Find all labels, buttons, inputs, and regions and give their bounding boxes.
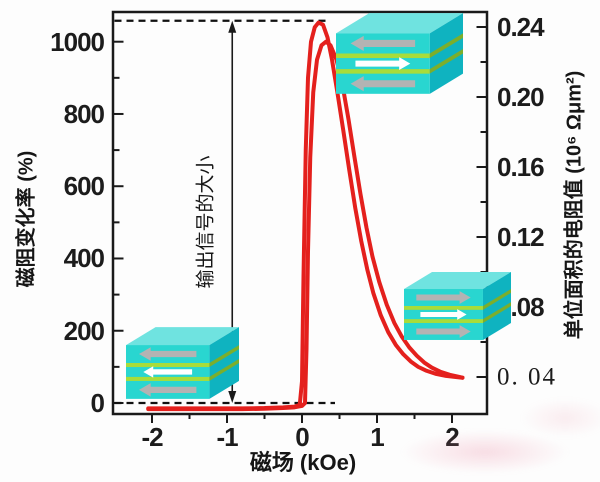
x-tick-label: -2	[141, 422, 163, 452]
box-spacer-stripe-side	[429, 33, 463, 59]
x-tick-label: -1	[216, 422, 238, 452]
magnetization-arrow-right	[355, 57, 411, 71]
magnetization-arrow-right	[416, 291, 471, 304]
y-axis-right-title: 单位面积的电阻值 (10⁶ Ωμm²)	[563, 70, 586, 340]
annotation-arrowhead-down	[228, 391, 237, 403]
box-spacer-stripe-side	[429, 48, 463, 74]
junction-diagram-antiparallel	[336, 13, 463, 94]
magnetization-arrow-left	[139, 347, 197, 361]
magnetization-arrow-left	[350, 35, 416, 51]
box-spacer-stripe-side	[482, 289, 511, 310]
x-tick-label: 0	[295, 422, 310, 452]
x-tick-label: 1	[370, 422, 385, 452]
box-spacer-stripe	[404, 319, 483, 323]
y-right-tick-label: 0. 04	[497, 363, 557, 391]
box-spacer-stripe	[404, 306, 483, 310]
junction-diagram-parallel-left	[126, 327, 239, 399]
box-spacer-stripe-side	[209, 345, 239, 368]
y-axis-left-title: 磁阻变化率 (%)	[15, 150, 38, 288]
box-spacer-stripe	[126, 363, 210, 368]
magnetization-arrow-left	[139, 383, 197, 397]
box-spacer-stripe	[336, 53, 430, 59]
y-right-tick-label: 0.12	[497, 222, 545, 252]
box-side-face	[209, 327, 239, 399]
y-left-tick-label: 0	[90, 388, 106, 418]
box-top-face	[404, 272, 511, 290]
box-side-face	[482, 272, 511, 340]
y-left-tick-label: 200	[63, 315, 105, 346]
magnetization-arrow-right	[416, 325, 471, 338]
magnetization-arrow-right	[420, 309, 467, 320]
output-signal-annotation: 输出信号的大小	[195, 155, 217, 289]
y-left-tick-label: 600	[63, 171, 105, 202]
magnetization-arrow-left	[143, 366, 193, 378]
box-top-face	[336, 13, 463, 34]
box-top-face	[126, 327, 239, 346]
box-spacer-stripe	[336, 69, 430, 74]
x-tick-label: 2	[445, 422, 460, 452]
y-left-tick-label: 1000	[50, 26, 105, 57]
box-side-face	[429, 13, 463, 94]
y-right-tick-label: 0.20	[497, 82, 545, 112]
junction-diagram-parallel-right	[404, 272, 511, 340]
y-left-tick-label: 800	[63, 98, 105, 129]
y-right-tick-label: 0.16	[497, 152, 545, 182]
annotation-arrowhead-up	[228, 20, 237, 33]
magnetization-arrow-left	[350, 76, 416, 92]
box-spacer-stripe-side	[482, 302, 511, 323]
box-spacer-stripe	[126, 376, 210, 381]
x-axis-title: 磁场 (kOe)	[249, 450, 357, 475]
y-left-tick-label: 400	[63, 243, 105, 274]
box-spacer-stripe-side	[209, 358, 239, 381]
y-right-tick-label: 0.24	[497, 12, 545, 42]
plot-frame	[111, 10, 489, 416]
